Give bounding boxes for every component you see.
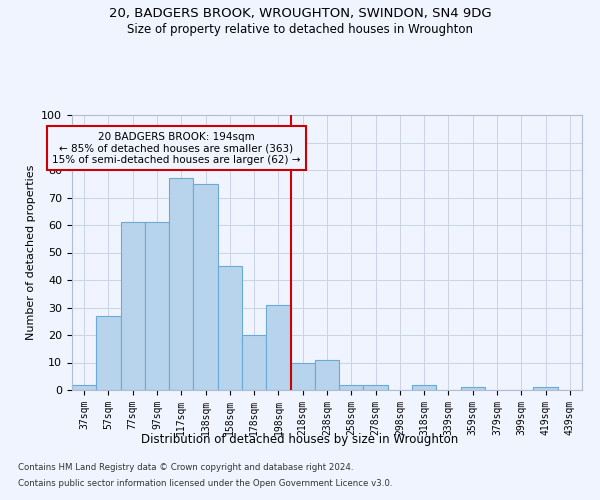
Bar (218, 266, 242, 390)
Bar (72, 384, 96, 390)
Text: 20 BADGERS BROOK: 194sqm
← 85% of detached houses are smaller (363)
15% of semi-: 20 BADGERS BROOK: 194sqm ← 85% of detach… (52, 132, 301, 164)
Text: Contains HM Land Registry data © Crown copyright and database right 2024.: Contains HM Land Registry data © Crown c… (18, 464, 353, 472)
Y-axis label: Number of detached properties: Number of detached properties (26, 165, 36, 340)
Bar (193, 184, 218, 390)
Bar (145, 222, 169, 390)
Bar (290, 362, 315, 390)
Bar (96, 316, 121, 390)
Text: Contains public sector information licensed under the Open Government Licence v3: Contains public sector information licen… (18, 478, 392, 488)
Bar (242, 335, 266, 390)
Bar (339, 384, 364, 390)
Bar (169, 178, 193, 390)
Bar (266, 304, 290, 390)
Bar (364, 384, 388, 390)
Text: Size of property relative to detached houses in Wroughton: Size of property relative to detached ho… (127, 22, 473, 36)
Bar (533, 387, 558, 390)
Bar (461, 387, 485, 390)
Text: Distribution of detached houses by size in Wroughton: Distribution of detached houses by size … (142, 432, 458, 446)
Bar (121, 222, 145, 390)
Bar (315, 360, 339, 390)
Text: 20, BADGERS BROOK, WROUGHTON, SWINDON, SN4 9DG: 20, BADGERS BROOK, WROUGHTON, SWINDON, S… (109, 8, 491, 20)
Bar (412, 384, 436, 390)
